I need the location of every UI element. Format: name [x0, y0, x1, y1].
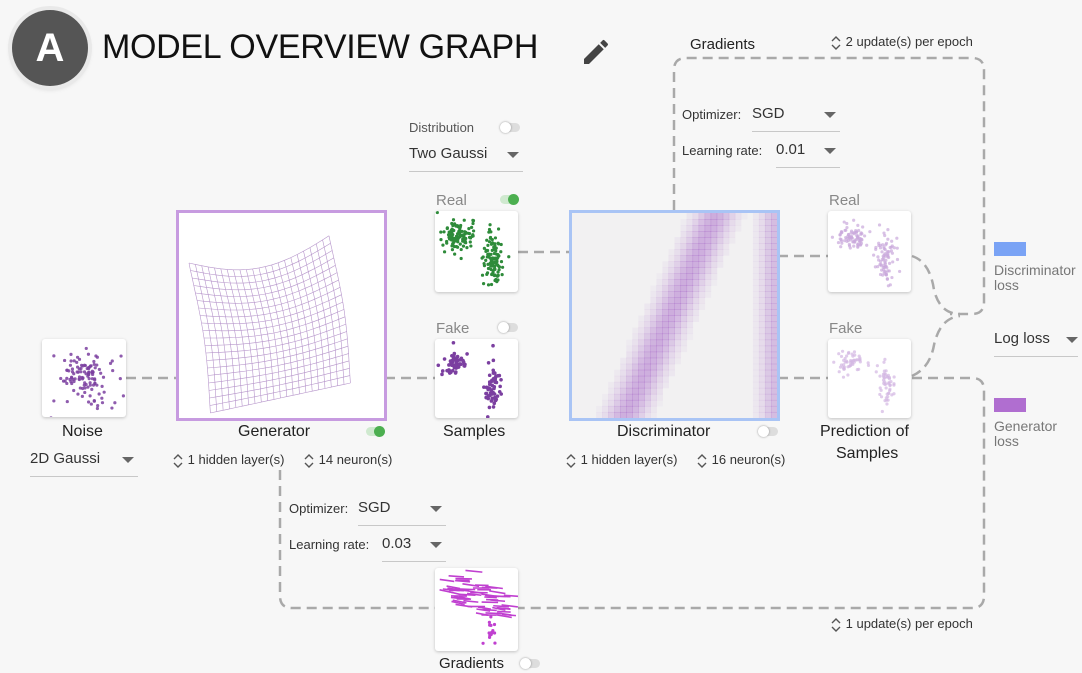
discriminator-toggle[interactable]: [758, 426, 778, 437]
bottom-gradients-label: Gradients: [439, 655, 505, 672]
gen-optimizer-label: Optimizer:: [289, 501, 349, 516]
gradient-vectors: [439, 569, 518, 645]
gen-optimizer-value: SGD: [358, 499, 391, 516]
stepper-icon[interactable]: [830, 617, 842, 632]
chevron-down-icon: [1066, 337, 1078, 343]
prediction-fake-plot: [828, 339, 911, 418]
generator-gradients-plot: [435, 568, 518, 651]
noise-points: [49, 346, 126, 417]
gen-lr-select[interactable]: 0.03: [382, 535, 446, 562]
section-badge: A: [12, 10, 88, 86]
fake-samples-plot: [435, 339, 518, 418]
distribution-select[interactable]: Two Gaussi: [409, 145, 523, 172]
generator-loss-line2: loss: [994, 433, 1019, 449]
generator-mesh: [188, 235, 351, 414]
fake-samples-label: Fake: [436, 320, 470, 337]
generator-toggle[interactable]: [366, 426, 385, 437]
top-updates-stepper[interactable]: 2 update(s) per epoch: [830, 34, 973, 50]
generator-neurons-stepper[interactable]: 14 neuron(s): [303, 452, 392, 468]
discriminator-label: Discriminator: [617, 423, 711, 440]
prediction-label-line2: Samples: [836, 445, 899, 462]
discriminator-layers-stepper[interactable]: 1 hidden layer(s): [565, 452, 677, 468]
stepper-icon[interactable]: [830, 35, 842, 50]
top-optimizer-label: Optimizer:: [682, 107, 742, 122]
pencil-icon[interactable]: [580, 36, 612, 68]
gradients-toggle[interactable]: [520, 658, 540, 669]
real-samples-plot: [435, 211, 518, 292]
chevron-down-icon: [430, 506, 442, 512]
bottom-updates-text: 1 update(s) per epoch: [845, 616, 973, 631]
stepper-icon[interactable]: [565, 453, 577, 468]
top-lr-value: 0.01: [776, 141, 806, 158]
noise-select[interactable]: 2D Gaussi: [30, 450, 138, 477]
real-samples-label: Real: [436, 192, 467, 209]
chevron-down-icon: [430, 542, 442, 548]
top-lr-select[interactable]: 0.01: [776, 141, 840, 168]
discriminator-heatmap[interactable]: [569, 210, 780, 421]
generator-label: Generator: [238, 423, 311, 440]
loss-type-select[interactable]: Log loss: [994, 330, 1078, 357]
samples-label: Samples: [443, 423, 506, 440]
generator-loss-legend: Generator loss: [994, 419, 1057, 449]
distribution-toggle[interactable]: [500, 122, 520, 133]
discriminator-loss-legend: Discriminator loss: [994, 263, 1076, 293]
real-samples-toggle[interactable]: [500, 194, 519, 205]
generator-neurons-text: 14 neuron(s): [318, 452, 393, 467]
stepper-icon[interactable]: [172, 453, 184, 468]
generator-manifold[interactable]: [176, 210, 387, 421]
discriminator-field: [596, 213, 778, 419]
discriminator-neurons-stepper[interactable]: 16 neuron(s): [696, 452, 785, 468]
real-points: [435, 211, 511, 287]
chevron-down-icon: [824, 112, 836, 118]
prediction-real-points: [830, 218, 902, 288]
generator-layers-stepper[interactable]: 1 hidden layer(s): [172, 452, 284, 468]
prediction-real-plot: [828, 211, 911, 292]
generator-layers-text: 1 hidden layer(s): [187, 452, 285, 467]
bottom-updates-stepper[interactable]: 1 update(s) per epoch: [830, 616, 973, 632]
loss-type-value: Log loss: [994, 330, 1050, 347]
chevron-down-icon: [507, 152, 519, 158]
prediction-fake-label: Fake: [829, 320, 863, 337]
page-title: MODEL OVERVIEW GRAPH: [102, 28, 539, 66]
top-optimizer-select[interactable]: SGD: [752, 105, 840, 132]
stepper-icon[interactable]: [696, 453, 708, 468]
gen-optimizer-select[interactable]: SGD: [358, 499, 446, 526]
distribution-value: Two Gaussi: [409, 145, 488, 162]
gen-lr-value: 0.03: [382, 535, 412, 552]
top-optimizer-value: SGD: [752, 105, 785, 122]
discriminator-layers-text: 1 hidden layer(s): [580, 452, 678, 467]
noise-scatter: [42, 339, 126, 417]
noise-value: 2D Gaussi: [30, 450, 101, 467]
discriminator-loss-swatch: [994, 242, 1026, 256]
distribution-label: Distribution: [409, 120, 475, 135]
fake-points: [436, 340, 504, 418]
top-updates-text: 2 update(s) per epoch: [845, 34, 973, 49]
prediction-fake-points: [832, 349, 896, 414]
discriminator-neurons-text: 16 neuron(s): [711, 452, 786, 467]
chevron-down-icon: [122, 457, 134, 463]
prediction-label-line1: Prediction of: [820, 423, 909, 440]
fake-samples-toggle[interactable]: [498, 322, 518, 333]
prediction-real-label: Real: [829, 192, 860, 209]
top-lr-label: Learning rate:: [682, 143, 763, 158]
top-gradients-label: Gradients: [690, 36, 756, 53]
generator-loss-swatch: [994, 398, 1026, 412]
noise-label: Noise: [62, 423, 103, 440]
discriminator-loss-line1: Discriminator: [994, 262, 1076, 278]
stepper-icon[interactable]: [303, 453, 315, 468]
discriminator-loss-line2: loss: [994, 277, 1019, 293]
chevron-down-icon: [824, 148, 836, 154]
gen-lr-label: Learning rate:: [289, 537, 370, 552]
generator-loss-line1: Generator: [994, 418, 1058, 434]
